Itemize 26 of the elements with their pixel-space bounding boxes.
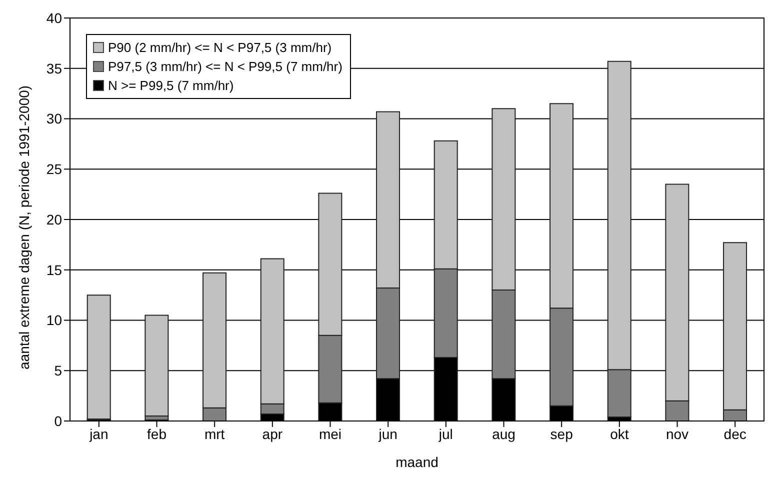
y-axis-title: aantal extreme dagen (N, periode 1991-2000) [16,85,32,370]
x-tick-label: jun [378,426,398,442]
y-tick-label: 35 [46,60,62,76]
x-tick-label: mrt [204,426,225,442]
legend-label: P97,5 (3 mm/hr) <= N < P99,5 (7 mm/hr) [108,58,342,76]
y-tick-label: 25 [46,161,62,178]
y-tick-label: 10 [46,312,62,328]
y-tick-label: 40 [46,10,62,26]
x-tick-label: dec [724,426,746,442]
legend-label: N >= P99,5 (7 mm/hr) [108,77,234,95]
x-tick-label: feb [147,426,167,442]
y-tick-label: 0 [54,412,62,429]
x-tick-label: apr [262,426,283,442]
legend-label: P90 (2 mm/hr) <= N < P97,5 (3 mm/hr) [108,39,332,57]
x-tick-label: jan [88,426,108,442]
y-tick-label: 20 [46,211,62,228]
x-axis-title: maand [396,454,438,470]
x-tick-label: okt [610,426,629,442]
y-tick-label: 15 [46,262,62,278]
y-tick-label: 30 [46,110,62,127]
x-tick-label: aug [492,426,516,442]
x-tick-label: sep [550,426,574,442]
x-tick-label: jul [438,426,453,442]
x-tick-label: nov [666,426,689,442]
y-tick-label: 5 [54,362,62,379]
x-tick-label: mei [318,426,342,442]
